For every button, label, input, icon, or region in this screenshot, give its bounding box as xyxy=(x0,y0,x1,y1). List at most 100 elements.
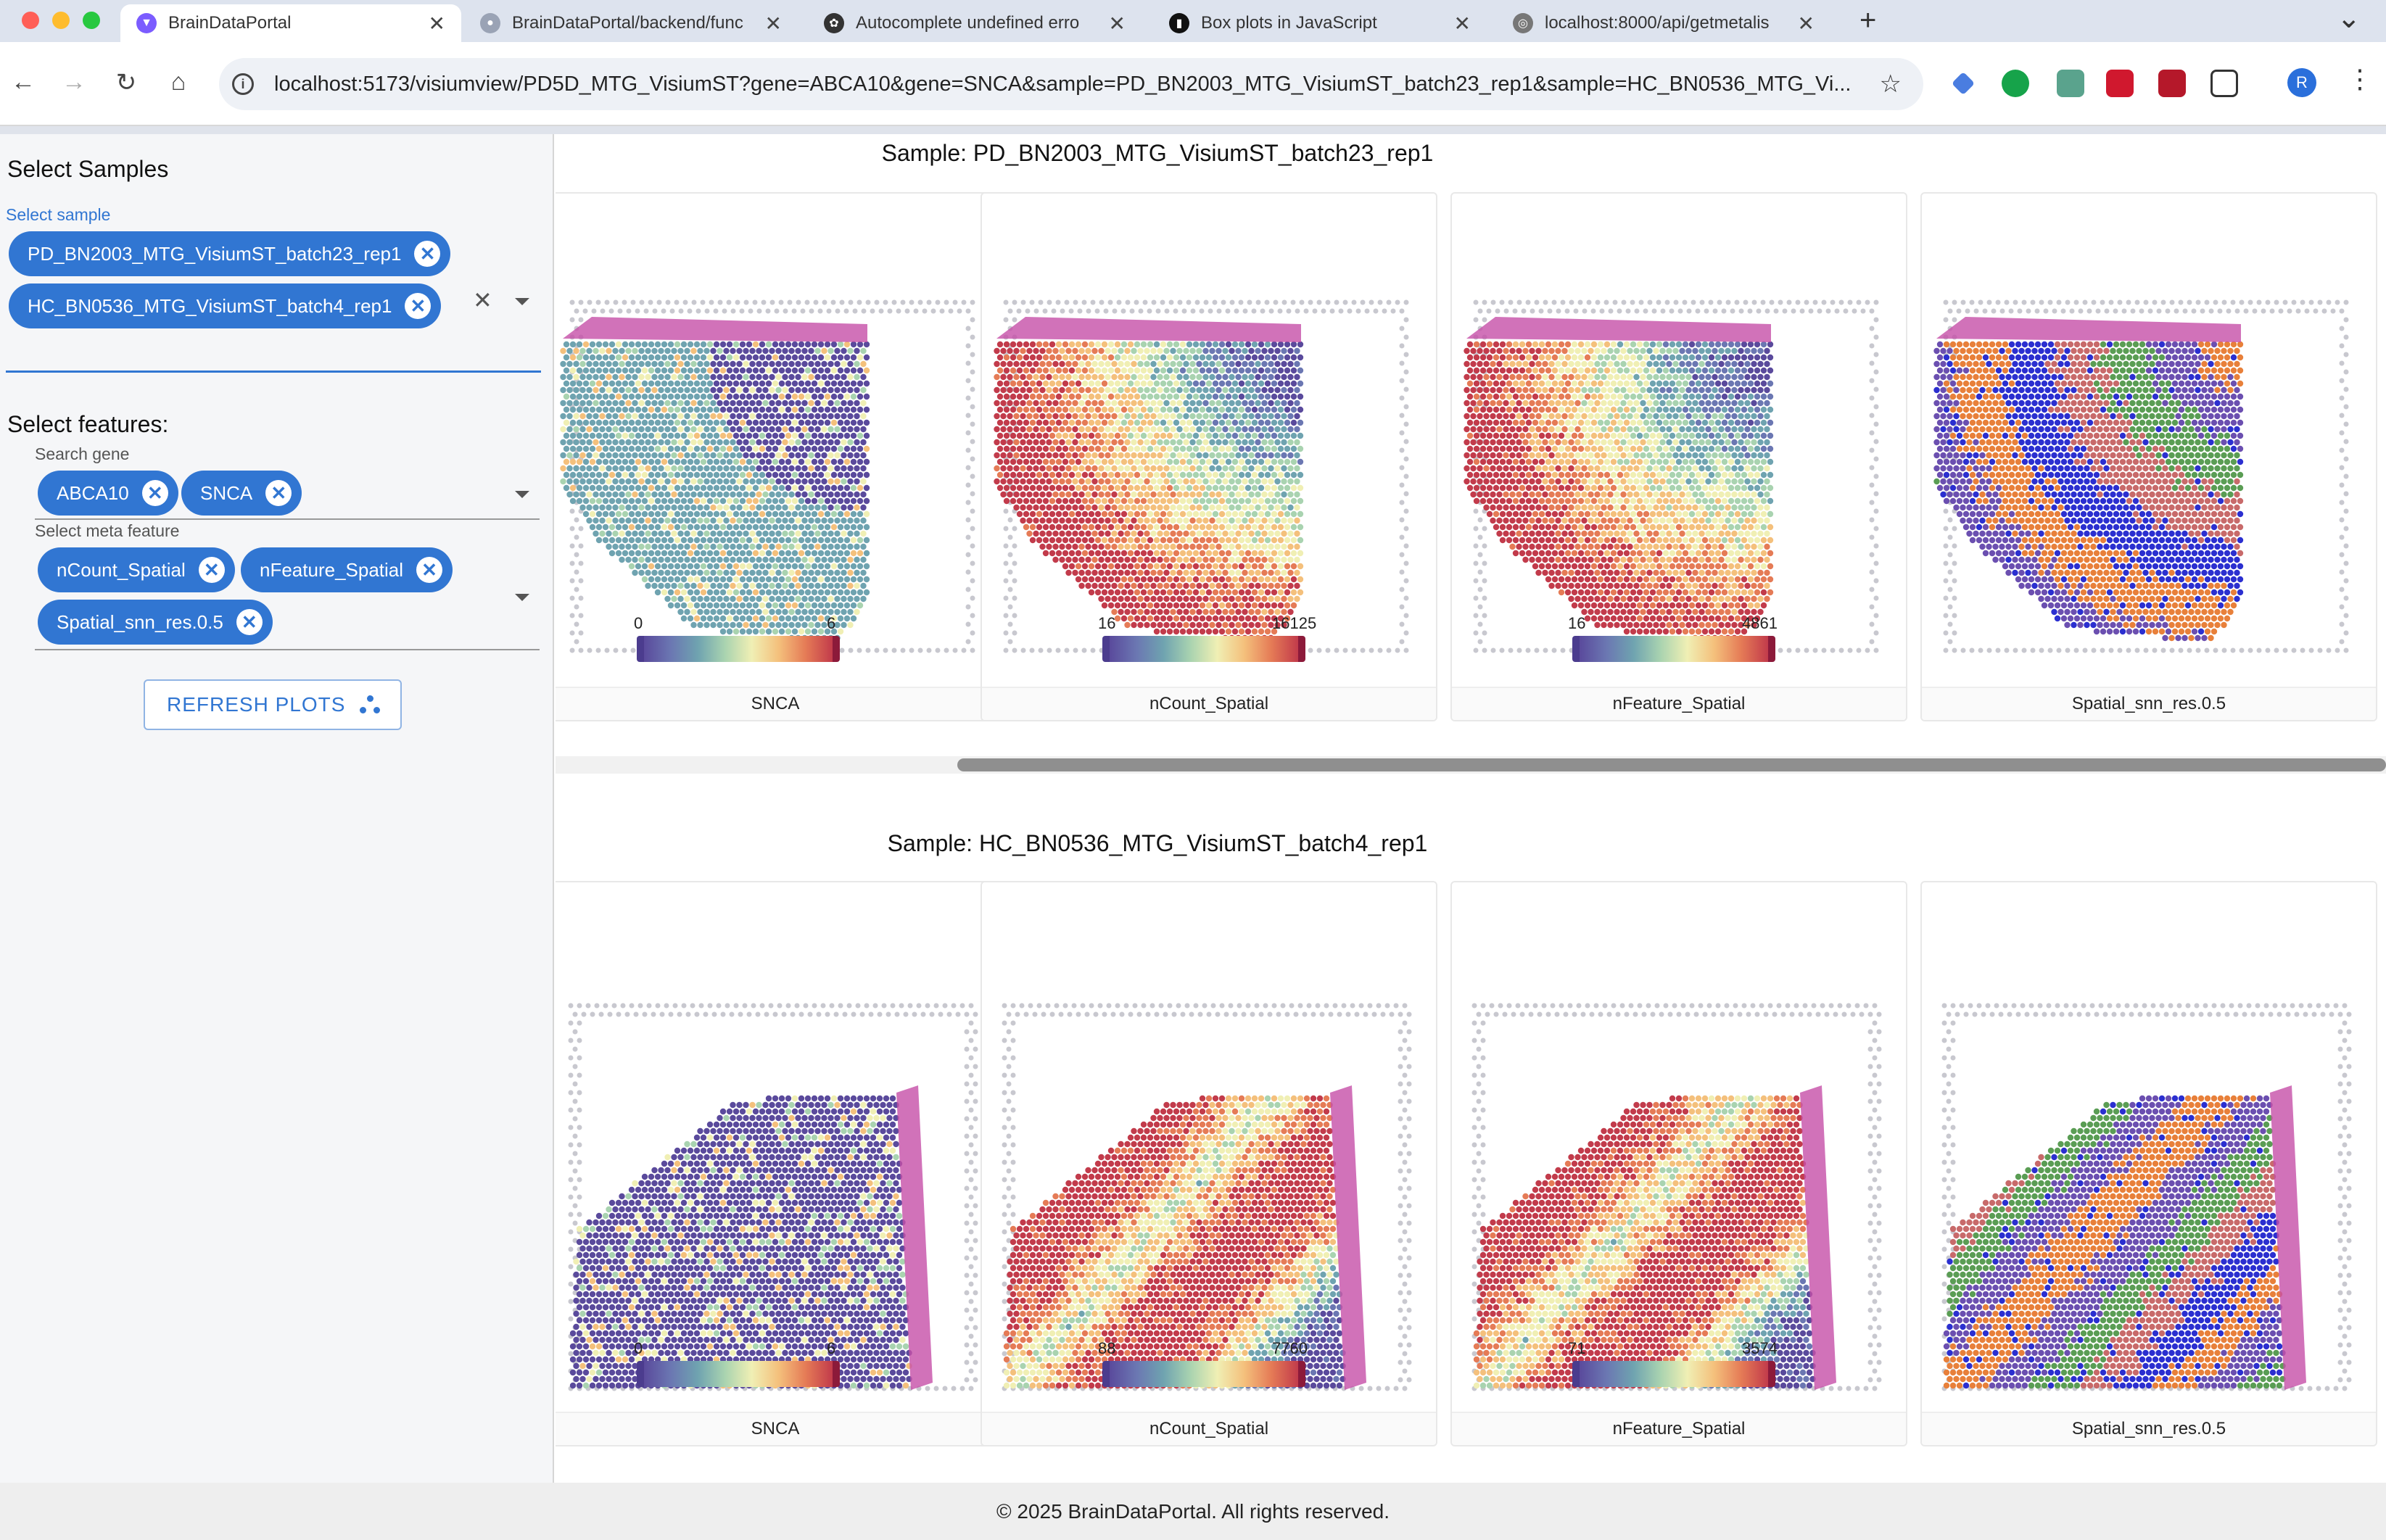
vite-icon: ▼ xyxy=(136,13,157,33)
gene-label: Search gene xyxy=(35,444,130,463)
refresh-plots-button[interactable]: REFRESH PLOTS xyxy=(144,679,402,730)
remove-chip-icon[interactable]: ✕ xyxy=(236,609,263,635)
select-features-title: Select features: xyxy=(7,411,169,437)
select-samples-title: Select Samples xyxy=(7,156,169,182)
horizontal-scrollbar[interactable] xyxy=(556,756,2386,774)
scale-min-label: 0 xyxy=(634,614,643,632)
scrollbar-thumb[interactable] xyxy=(957,758,2386,771)
site-info-icon[interactable]: i xyxy=(232,73,254,95)
dropdown-arrow-icon[interactable] xyxy=(515,491,529,498)
puzzle-icon[interactable] xyxy=(2210,70,2238,97)
main-content: Sample: PD_BN2003_MTG_VisiumST_batch23_r… xyxy=(556,134,2386,1483)
close-tab-icon[interactable]: ✕ xyxy=(764,12,782,35)
close-tab-icon[interactable]: ✕ xyxy=(1797,12,1815,35)
url-text[interactable]: localhost:5173/visiumview/PD5D_MTG_Visiu… xyxy=(274,72,1852,96)
github-icon: ● xyxy=(480,13,500,33)
sample-title: Sample: HC_BN0536_MTG_VisiumST_batch4_re… xyxy=(887,830,1428,856)
meta-chip[interactable]: nFeature_Spatial ✕ xyxy=(241,547,453,592)
plot-label: SNCA xyxy=(556,1412,1002,1445)
scale-max-label: 6 xyxy=(827,614,836,632)
tab-label: localhost:8000/api/getmetalis xyxy=(1545,13,1770,33)
color-scale-bar xyxy=(1572,1361,1775,1387)
forward-icon[interactable]: → xyxy=(62,68,86,96)
spatial-plot[interactable] xyxy=(556,194,1004,687)
gene-chip[interactable]: ABCA10 ✕ xyxy=(38,471,178,516)
grammarly-icon[interactable] xyxy=(2002,70,2029,97)
toolbar: ← → ↻ ⌂ i localhost:5173/visiumview/PD5D… xyxy=(0,42,2386,126)
sample-chip[interactable]: HC_BN0536_MTG_VisiumST_batch4_rep1 ✕ xyxy=(9,283,442,328)
remove-chip-icon[interactable]: ✕ xyxy=(414,241,441,267)
gene-input-underline xyxy=(35,518,540,520)
clear-icon[interactable]: ✕ xyxy=(473,287,492,313)
profile-avatar[interactable]: R xyxy=(2287,68,2316,97)
close-window-icon[interactable] xyxy=(22,12,39,29)
spatial-plot[interactable] xyxy=(1922,882,2377,1412)
scale-min-label: 16 xyxy=(1098,614,1116,632)
color-scale-bar xyxy=(1572,636,1775,662)
close-tab-icon[interactable]: ✕ xyxy=(1108,12,1126,35)
tab-github[interactable]: ● BrainDataPortal/backend/func ✕ xyxy=(464,4,798,42)
chip-label: Spatial_snn_res.0.5 xyxy=(57,610,223,633)
remove-chip-icon[interactable]: ✕ xyxy=(198,557,225,583)
remove-chip-icon[interactable]: ✕ xyxy=(405,293,432,319)
browser-chrome: ▼ BrainDataPortal ✕ ● BrainDataPortal/ba… xyxy=(0,0,2386,134)
plot-card-ncount: 88 7760 nCount_Spatial xyxy=(981,881,1437,1446)
tab-api[interactable]: ◎ localhost:8000/api/getmetalis ✕ xyxy=(1497,4,1830,42)
tab-label: Box plots in JavaScript xyxy=(1201,13,1377,33)
new-tab-button[interactable]: + xyxy=(1859,4,1877,36)
menu-icon[interactable]: ⋮ xyxy=(2347,64,2373,94)
reload-icon[interactable]: ↻ xyxy=(115,69,137,96)
plot-card-nfeature: 16 4861 nFeature_Spatial xyxy=(1450,192,1907,721)
meta-chip[interactable]: nCount_Spatial ✕ xyxy=(38,547,235,592)
extension-icon[interactable] xyxy=(2106,70,2134,97)
meta-input-underline xyxy=(35,649,540,650)
chip-label: SNCA xyxy=(200,481,253,504)
spatial-plot[interactable] xyxy=(1452,882,1907,1412)
maximize-window-icon[interactable] xyxy=(83,12,100,29)
home-icon[interactable]: ⌂ xyxy=(170,68,186,96)
plot-card-snca: 0 6 SNCA xyxy=(556,192,1004,721)
color-scale-bar xyxy=(637,1361,840,1387)
close-tab-icon[interactable]: ✕ xyxy=(428,12,445,35)
extension-icon[interactable] xyxy=(2057,70,2084,97)
close-tab-icon[interactable]: ✕ xyxy=(1453,12,1471,35)
plot-card-cluster: Spatial_snn_res.0.5 xyxy=(1920,881,2377,1446)
extension-icon[interactable] xyxy=(1951,71,1976,96)
dropdown-arrow-icon[interactable] xyxy=(515,594,529,601)
spatial-plot[interactable] xyxy=(1922,194,2377,687)
spatial-plot[interactable] xyxy=(982,194,1437,687)
minimize-window-icon[interactable] xyxy=(52,12,70,29)
tab-label: Autocomplete undefined erro xyxy=(856,13,1080,33)
globe-icon: ◎ xyxy=(1513,13,1533,33)
tab-search-button[interactable]: ⌄ xyxy=(2337,2,2361,34)
plot-card-nfeature: 71 3574 nFeature_Spatial xyxy=(1450,881,1907,1446)
plot-label: SNCA xyxy=(556,687,1002,720)
scale-max-label: 6 xyxy=(827,1339,836,1357)
remove-chip-icon[interactable]: ✕ xyxy=(416,557,443,583)
tab-boxplots[interactable]: ▮ Box plots in JavaScript ✕ xyxy=(1153,4,1487,42)
plot-label: nFeature_Spatial xyxy=(1452,687,1906,720)
dropdown-arrow-icon[interactable] xyxy=(515,298,529,305)
meta-label: Select meta feature xyxy=(35,521,180,540)
gene-chip[interactable]: SNCA ✕ xyxy=(181,471,302,516)
spatial-plot[interactable] xyxy=(556,882,1004,1412)
back-icon[interactable]: ← xyxy=(11,68,36,96)
address-bar[interactable]: i localhost:5173/visiumview/PD5D_MTG_Vis… xyxy=(219,58,1923,110)
scale-min-label: 88 xyxy=(1098,1339,1116,1357)
spatial-plot[interactable] xyxy=(1452,194,1907,687)
plotly-icon: ▮ xyxy=(1169,13,1189,33)
refresh-label: REFRESH PLOTS xyxy=(167,693,346,716)
remove-chip-icon[interactable]: ✕ xyxy=(265,480,292,506)
remove-chip-icon[interactable]: ✕ xyxy=(141,480,168,506)
chip-label: ABCA10 xyxy=(57,481,129,504)
tab-braindataportal[interactable]: ▼ BrainDataPortal ✕ xyxy=(120,4,461,42)
sample-chip[interactable]: PD_BN2003_MTG_VisiumST_batch23_rep1 ✕ xyxy=(9,231,451,276)
spatial-plot[interactable] xyxy=(982,882,1437,1412)
color-scale-bar xyxy=(637,636,840,662)
plot-label: nCount_Spatial xyxy=(982,687,1436,720)
tab-autocomplete[interactable]: ✿ Autocomplete undefined erro ✕ xyxy=(808,4,1142,42)
meta-chip[interactable]: Spatial_snn_res.0.5 ✕ xyxy=(38,600,273,645)
bookmark-star-icon[interactable]: ☆ xyxy=(1879,70,1902,98)
scale-min-label: 16 xyxy=(1568,614,1586,632)
extension-icon[interactable] xyxy=(2158,70,2186,97)
